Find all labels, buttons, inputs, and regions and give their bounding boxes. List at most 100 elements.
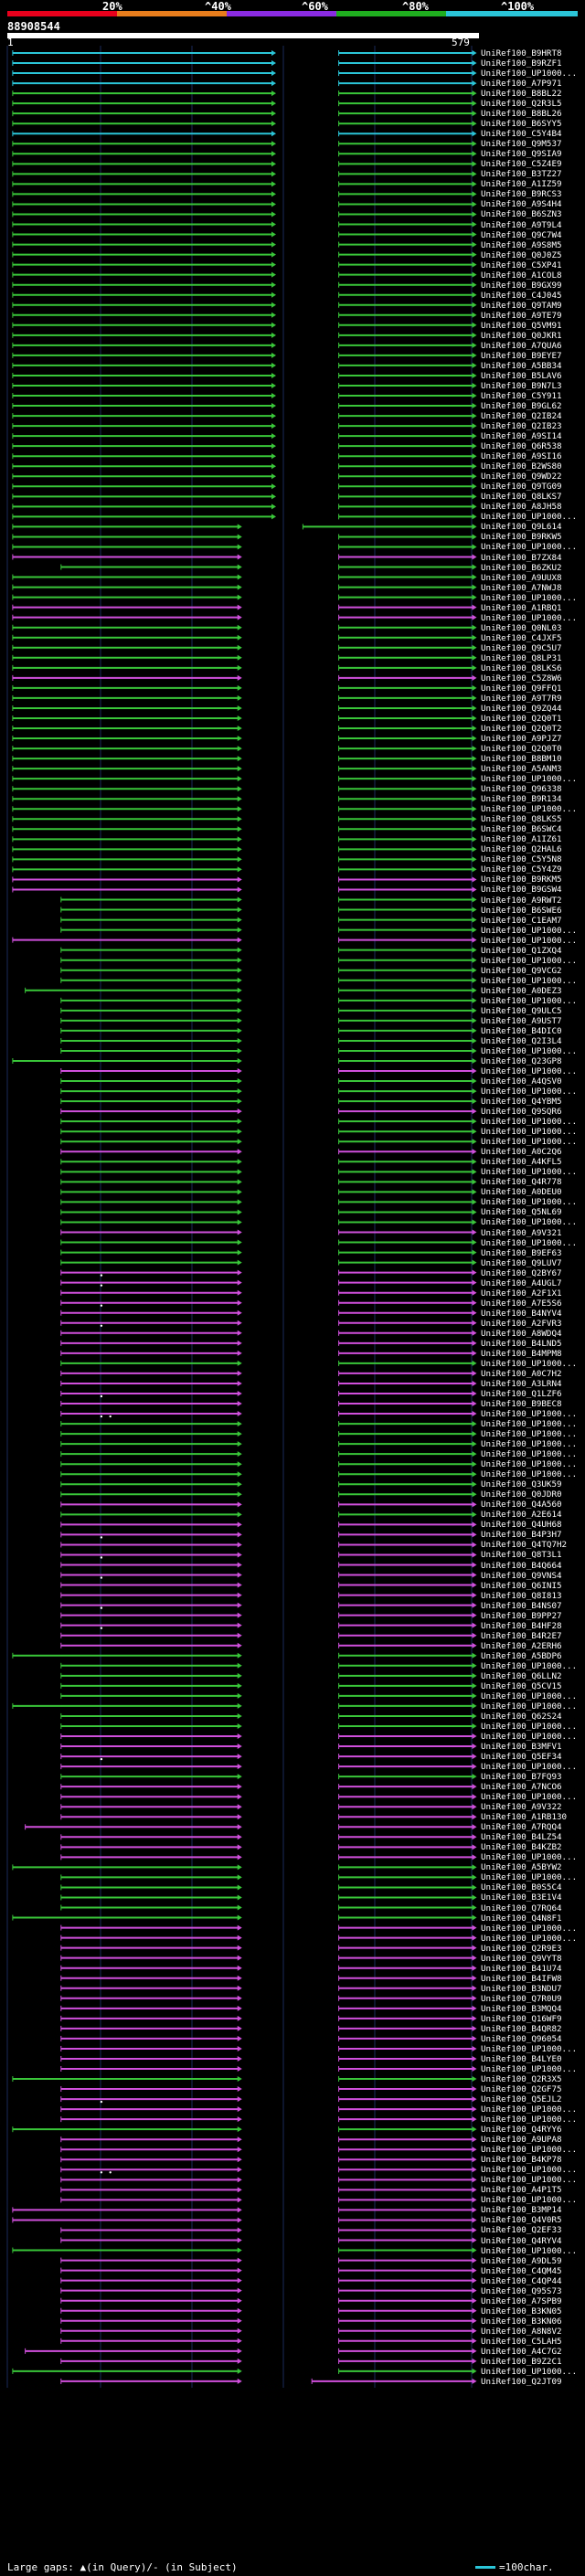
hit-label[interactable]: UniRef100_Q9C7W4	[481, 229, 562, 240]
hit-label[interactable]: UniRef100_B9GL62	[481, 401, 562, 412]
hit-label[interactable]: UniRef100_UP1000...	[481, 925, 578, 936]
hit-label[interactable]: UniRef100_A7P971	[481, 79, 562, 90]
hit-label[interactable]: UniRef100_C5Y4B4	[481, 129, 562, 140]
hit-label[interactable]: UniRef100_UP1000...	[481, 1449, 578, 1460]
hit-label[interactable]: UniRef100_B3NDU7	[481, 1983, 562, 1994]
hit-label[interactable]: UniRef100_Q16WF9	[481, 2013, 562, 2024]
hit-label[interactable]: UniRef100_C5XP41	[481, 260, 562, 270]
hit-label[interactable]: UniRef100_UP1000...	[481, 1469, 578, 1480]
hit-label[interactable]: UniRef100_C5Y911	[481, 391, 562, 402]
hit-label[interactable]: UniRef100_A9TE79	[481, 310, 562, 321]
hit-label[interactable]: UniRef100_C5LAH5	[481, 2336, 562, 2347]
hit-label[interactable]: UniRef100_UP1000...	[481, 2245, 578, 2256]
hit-label[interactable]: UniRef100_UP1000...	[481, 2145, 578, 2156]
hit-label[interactable]: UniRef100_Q4V0R5	[481, 2215, 562, 2226]
hit-label[interactable]: UniRef100_A5BDP6	[481, 1650, 562, 1661]
hit-label[interactable]: UniRef100_Q7RQ64	[481, 1903, 562, 1913]
hit-label[interactable]: UniRef100_B9RZF1	[481, 58, 562, 69]
hit-label[interactable]: UniRef100_Q96054	[481, 2033, 562, 2044]
hit-label[interactable]: UniRef100_B9EYE7	[481, 350, 562, 361]
hit-label[interactable]: UniRef100_Q9VYT8	[481, 1953, 562, 1964]
hit-label[interactable]: UniRef100_B3MFV1	[481, 1742, 562, 1753]
hit-label[interactable]: UniRef100_A1COL8	[481, 270, 562, 281]
hit-label[interactable]: UniRef100_A9RWT2	[481, 895, 562, 906]
hit-label[interactable]: UniRef100_UP1000...	[481, 955, 578, 966]
hit-label[interactable]: UniRef100_Q2EF33	[481, 2225, 562, 2236]
hit-label[interactable]: UniRef100_UP1000...	[481, 1419, 578, 1430]
hit-label[interactable]: UniRef100_A9T9L4	[481, 219, 562, 230]
hit-label[interactable]: UniRef100_Q8LKS6	[481, 663, 562, 673]
hit-label[interactable]: UniRef100_B9R134	[481, 794, 562, 805]
hit-label[interactable]: UniRef100_Q4A560	[481, 1500, 562, 1511]
hit-label[interactable]: UniRef100_A2FVR3	[481, 1318, 562, 1329]
hit-label[interactable]: UniRef100_UP1000...	[481, 1660, 578, 1671]
hit-label[interactable]: UniRef100_A9UPA8	[481, 2135, 562, 2146]
hit-label[interactable]: UniRef100_B3MP14	[481, 2205, 562, 2216]
hit-label[interactable]: UniRef100_Q2R3L5	[481, 99, 562, 110]
hit-label[interactable]: UniRef100_A9PJZ7	[481, 734, 562, 745]
hit-label[interactable]: UniRef100_UP1000...	[481, 1237, 578, 1248]
hit-label[interactable]: UniRef100_B4NYV4	[481, 1308, 562, 1319]
hit-label[interactable]: UniRef100_UP1000...	[481, 2165, 578, 2176]
hit-label[interactable]: UniRef100_A9SI16	[481, 451, 562, 462]
hit-label[interactable]: UniRef100_Q9LUV7	[481, 1257, 562, 1268]
hit-label[interactable]: UniRef100_B3KN06	[481, 2316, 562, 2327]
hit-label[interactable]: UniRef100_C1EAM7	[481, 915, 562, 926]
hit-label[interactable]: UniRef100_Q5EJL2	[481, 2094, 562, 2105]
hit-label[interactable]: UniRef100_A0C7H2	[481, 1368, 562, 1379]
hit-label[interactable]: UniRef100_UP1000...	[481, 1087, 578, 1097]
hit-label[interactable]: UniRef100_B9GSW4	[481, 885, 562, 896]
hit-label[interactable]: UniRef100_A9UST7	[481, 1015, 562, 1026]
hit-label[interactable]: UniRef100_Q9M537	[481, 139, 562, 150]
hit-label[interactable]: UniRef100_A9V322	[481, 1802, 562, 1813]
hit-label[interactable]: UniRef100_B3MQQ4	[481, 2003, 562, 2014]
hit-label[interactable]: UniRef100_C4QM45	[481, 2265, 562, 2276]
hit-label[interactable]: UniRef100_Q3UK59	[481, 1479, 562, 1490]
hit-label[interactable]: UniRef100_A0DEZ3	[481, 985, 562, 996]
hit-label[interactable]: UniRef100_B4IFW8	[481, 1973, 562, 1984]
hit-label[interactable]: UniRef100_A9V321	[481, 1227, 562, 1238]
hit-label[interactable]: UniRef100_UP1000...	[481, 1933, 578, 1944]
hit-label[interactable]: UniRef100_Q9ZQ44	[481, 703, 562, 714]
hit-label[interactable]: UniRef100_Q5EF34	[481, 1752, 562, 1763]
hit-label[interactable]: UniRef100_Q23GP8	[481, 1056, 562, 1066]
hit-label[interactable]: UniRef100_A4QSV0	[481, 1076, 562, 1087]
hit-label[interactable]: UniRef100_C4J045	[481, 290, 562, 301]
hit-label[interactable]: UniRef100_UP1000...	[481, 935, 578, 946]
hit-label[interactable]: UniRef100_A7SPB9	[481, 2295, 562, 2306]
hit-label[interactable]: UniRef100_B9GX99	[481, 280, 562, 291]
hit-label[interactable]: UniRef100_A9DL59	[481, 2255, 562, 2266]
hit-label[interactable]: UniRef100_A4P1T5	[481, 2185, 562, 2196]
hit-label[interactable]: UniRef100_B3KN05	[481, 2306, 562, 2316]
hit-label[interactable]: UniRef100_A2F1X1	[481, 1288, 562, 1299]
hit-label[interactable]: UniRef100_B4R2E7	[481, 1630, 562, 1641]
hit-label[interactable]: UniRef100_B9HRT8	[481, 48, 562, 58]
hit-label[interactable]: UniRef100_Q9C5U7	[481, 642, 562, 653]
hit-label[interactable]: UniRef100_Q0JKR1	[481, 330, 562, 341]
hit-label[interactable]: UniRef100_B4QR82	[481, 2023, 562, 2034]
hit-label[interactable]: UniRef100_B9BEC8	[481, 1399, 562, 1410]
hit-label[interactable]: UniRef100_B4LND5	[481, 1338, 562, 1349]
hit-label[interactable]: UniRef100_Q2IB23	[481, 421, 562, 432]
hit-label[interactable]: UniRef100_A8N8V2	[481, 2326, 562, 2337]
hit-label[interactable]: UniRef100_Q2Q0T1	[481, 713, 562, 724]
hit-label[interactable]: UniRef100_UP1000...	[481, 1721, 578, 1732]
hit-label[interactable]: UniRef100_Q62S24	[481, 1711, 562, 1722]
hit-label[interactable]: UniRef100_UP1000...	[481, 542, 578, 553]
hit-label[interactable]: UniRef100_Q0JDR0	[481, 1489, 562, 1500]
hit-label[interactable]: UniRef100_Q4YBM5	[481, 1097, 562, 1108]
hit-label[interactable]: UniRef100_B8BL26	[481, 109, 562, 120]
hit-label[interactable]: UniRef100_Q8LKS5	[481, 814, 562, 825]
hit-label[interactable]: UniRef100_Q4TQ7H2	[481, 1540, 568, 1551]
hit-label[interactable]: UniRef100_UP1000...	[481, 2175, 578, 2186]
hit-label[interactable]: UniRef100_B8BL22	[481, 89, 562, 100]
hit-label[interactable]: UniRef100_Q5VM91	[481, 320, 562, 331]
hit-label[interactable]: UniRef100_Q4N8F1	[481, 1913, 562, 1924]
hit-label[interactable]: UniRef100_B9Z2C1	[481, 2356, 562, 2367]
hit-label[interactable]: UniRef100_UP1000...	[481, 1852, 578, 1863]
hit-label[interactable]: UniRef100_A7E5S6	[481, 1298, 562, 1309]
hit-label[interactable]: UniRef100_Q2R9E3	[481, 1943, 562, 1954]
hit-label[interactable]: UniRef100_A5ANM3	[481, 764, 562, 775]
hit-label[interactable]: UniRef100_A2ERH6	[481, 1640, 562, 1651]
hit-label[interactable]: UniRef100_B7FQ93	[481, 1772, 562, 1783]
